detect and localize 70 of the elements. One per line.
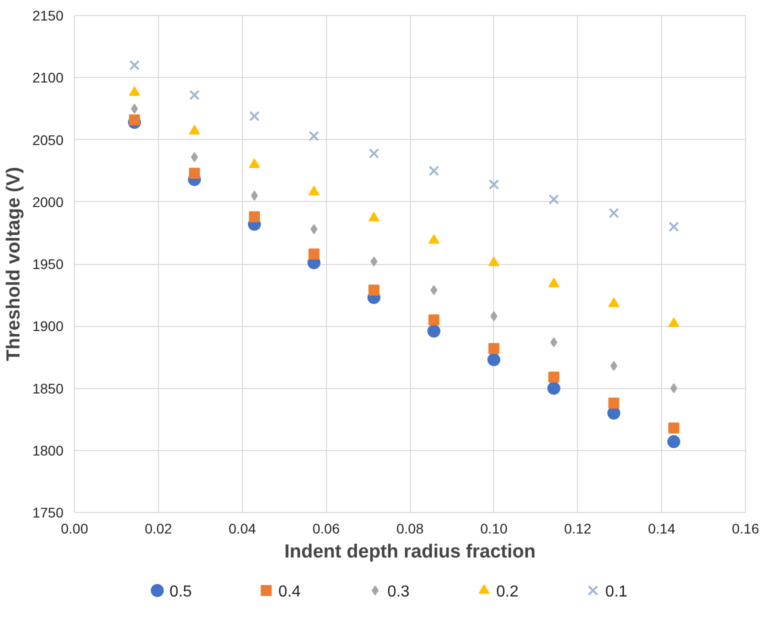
point <box>488 342 500 354</box>
point <box>548 194 560 205</box>
point <box>487 353 500 366</box>
x-tick-label: 0.02 <box>144 520 172 536</box>
point <box>668 317 680 328</box>
legend-label: 0.1 <box>605 584 628 600</box>
point <box>608 297 620 308</box>
y-axis-title: Threshold voltage (V) <box>3 166 24 362</box>
x-tick-label: 0.00 <box>60 520 88 536</box>
y-tick-label: 2100 <box>32 70 64 86</box>
point <box>550 337 558 348</box>
point <box>248 211 260 222</box>
x-tick-label: 0.04 <box>228 520 256 536</box>
point <box>370 256 378 267</box>
legend-label: 0.5 <box>169 584 192 600</box>
y-tick-label: 1800 <box>32 442 64 458</box>
point <box>308 248 320 260</box>
legend-label: 0.3 <box>387 584 410 600</box>
point <box>368 284 380 296</box>
point <box>548 372 560 383</box>
point <box>610 360 618 371</box>
y-tick-label: 2050 <box>32 132 64 148</box>
point <box>547 382 560 395</box>
x-axis-title: Indent depth radius fraction <box>284 542 536 562</box>
point <box>428 166 440 176</box>
point <box>249 110 260 122</box>
point <box>548 278 560 288</box>
x-tick-label: 0.10 <box>480 520 508 536</box>
x-tick-label: 0.08 <box>396 520 424 536</box>
x-tick-label: 0.16 <box>732 520 760 536</box>
point <box>607 406 620 420</box>
point <box>668 221 680 232</box>
point <box>670 383 678 394</box>
point <box>667 435 680 448</box>
point <box>490 311 498 322</box>
point <box>128 86 140 96</box>
y-tick-label: 2000 <box>32 194 64 210</box>
legend-label: 0.4 <box>278 584 301 600</box>
y-tick-label: 1950 <box>32 256 64 272</box>
point <box>668 422 680 434</box>
point <box>427 324 440 338</box>
point <box>428 234 440 244</box>
point <box>308 186 320 196</box>
point <box>129 60 140 70</box>
point <box>428 314 440 326</box>
point <box>248 158 260 168</box>
point <box>190 152 198 162</box>
point <box>189 90 200 100</box>
y-tick-label: 1750 <box>32 504 64 520</box>
point <box>488 179 500 190</box>
point <box>608 398 620 409</box>
point <box>430 285 438 296</box>
x-tick-label: 0.06 <box>312 520 340 536</box>
point <box>310 224 318 234</box>
y-tick-label: 2150 <box>32 8 64 24</box>
point <box>188 168 200 179</box>
point <box>308 130 320 142</box>
x-tick-label: 0.14 <box>648 520 676 536</box>
y-tick-label: 1850 <box>32 380 64 396</box>
point <box>608 208 620 218</box>
legend-label: 0.2 <box>496 584 519 600</box>
point <box>188 124 200 134</box>
point <box>130 104 138 114</box>
y-tick-label: 1900 <box>32 318 64 334</box>
point <box>250 190 258 201</box>
point <box>128 114 140 126</box>
point <box>368 212 380 222</box>
x-tick-label: 0.12 <box>564 520 592 536</box>
point <box>368 148 380 159</box>
point <box>488 256 500 266</box>
